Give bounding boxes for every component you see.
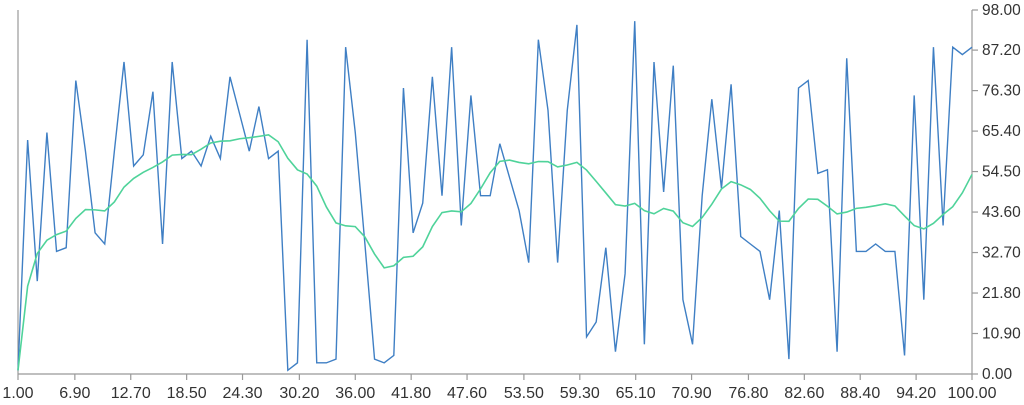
svg-text:47.60: 47.60 bbox=[447, 385, 487, 400]
svg-text:1.00: 1.00 bbox=[2, 385, 33, 400]
svg-text:0.00: 0.00 bbox=[982, 366, 1013, 383]
svg-text:59.30: 59.30 bbox=[560, 385, 600, 400]
svg-text:36.00: 36.00 bbox=[335, 385, 375, 400]
svg-text:30.20: 30.20 bbox=[279, 385, 319, 400]
svg-text:10.90: 10.90 bbox=[982, 326, 1021, 343]
svg-text:24.30: 24.30 bbox=[223, 385, 263, 400]
svg-text:88.40: 88.40 bbox=[840, 385, 880, 400]
svg-text:41.80: 41.80 bbox=[391, 385, 431, 400]
svg-text:6.90: 6.90 bbox=[59, 385, 90, 400]
svg-text:32.70: 32.70 bbox=[982, 245, 1021, 262]
svg-text:76.30: 76.30 bbox=[982, 83, 1021, 100]
svg-text:94.20: 94.20 bbox=[896, 385, 936, 400]
svg-text:82.60: 82.60 bbox=[784, 385, 824, 400]
svg-text:65.10: 65.10 bbox=[616, 385, 656, 400]
svg-text:98.00: 98.00 bbox=[982, 2, 1021, 19]
svg-text:87.20: 87.20 bbox=[982, 42, 1021, 59]
svg-text:53.50: 53.50 bbox=[504, 385, 544, 400]
svg-text:18.50: 18.50 bbox=[167, 385, 207, 400]
svg-text:12.70: 12.70 bbox=[111, 385, 151, 400]
svg-text:43.60: 43.60 bbox=[982, 204, 1021, 221]
svg-text:65.40: 65.40 bbox=[982, 123, 1021, 140]
svg-text:54.50: 54.50 bbox=[982, 164, 1021, 181]
svg-text:21.80: 21.80 bbox=[982, 285, 1021, 302]
svg-text:76.80: 76.80 bbox=[728, 385, 768, 400]
svg-text:70.90: 70.90 bbox=[672, 385, 712, 400]
svg-text:100.00: 100.00 bbox=[948, 385, 997, 400]
